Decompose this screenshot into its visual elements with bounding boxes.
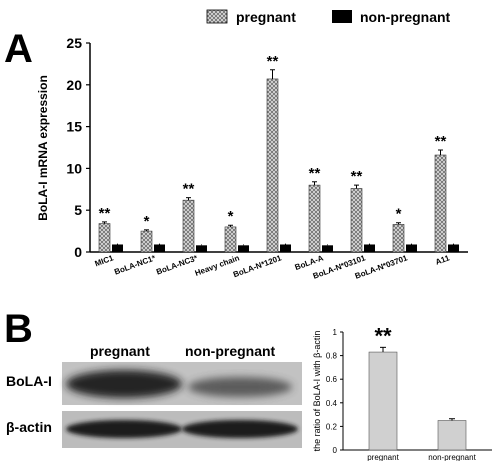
- panel-a-ytick-label: 15: [66, 119, 82, 135]
- bar-pregnant: [392, 224, 405, 253]
- bar-ratio: [437, 420, 467, 451]
- significance-marker: **: [183, 181, 195, 198]
- bar-pregnant: [98, 223, 111, 253]
- significance-marker: *: [396, 206, 402, 223]
- panel-a-ytick-group: 0 5 10 15 20 25: [66, 35, 90, 260]
- significance-marker: **: [374, 323, 392, 348]
- panel-a-xtick-label: A11: [434, 253, 451, 267]
- panel-a-xtick-label: MIC1: [94, 253, 116, 268]
- blot-band-bola-i-pregnant: [66, 370, 182, 398]
- significance-marker: **: [435, 133, 447, 150]
- panel-a-ytick-label: 5: [74, 202, 82, 218]
- blot-col-label-pregnant: pregnant: [90, 343, 150, 359]
- panel-b-ytick-label: 0.6: [326, 375, 338, 384]
- panel-a-legend: pregnant non-pregnant: [206, 9, 451, 25]
- panel-b-xtick-label: non-pregnant: [428, 453, 476, 461]
- bar-non-pregnant: [154, 244, 165, 252]
- bar-pregnant: [308, 184, 321, 253]
- panel-a-axes: [89, 43, 468, 253]
- bar-non-pregnant: [112, 244, 123, 252]
- significance-marker: *: [228, 208, 234, 225]
- panel-b-label: B: [4, 307, 33, 351]
- blot-row-label-bola-i: BoLA-I: [6, 373, 52, 389]
- bar-ratio: [368, 351, 398, 451]
- bar-non-pregnant: [364, 244, 375, 252]
- panel-b-xtick-group: pregnant non-pregnant: [367, 453, 476, 461]
- blot-band-bola-i-non-pregnant: [188, 377, 292, 397]
- significance-marker: **: [309, 165, 321, 182]
- panel-b-ytick-label: 0: [333, 446, 338, 455]
- bar-pregnant: [266, 78, 279, 253]
- panel-b-ylabel: the ratio of BoLA-I with β-actin: [312, 331, 322, 452]
- bar-non-pregnant: [280, 244, 291, 252]
- panel-b-ytick-label: 0.2: [326, 422, 338, 431]
- blot-col-label-non-pregnant: non-pregnant: [185, 343, 276, 359]
- bar-pregnant: [350, 188, 363, 253]
- panel-b-ytick-group: 0 0.2 0.4 0.6 0.8 1: [326, 328, 343, 455]
- significance-marker: *: [144, 213, 150, 230]
- panel-b-axes: [342, 332, 492, 451]
- bar-non-pregnant: [238, 245, 249, 252]
- western-blot: pregnant non-pregnant BoLA-I β-actin: [6, 343, 302, 448]
- blot-band-beta-actin-pregnant: [66, 420, 182, 438]
- bar-non-pregnant: [322, 245, 333, 252]
- panel-b-xtick-label: pregnant: [367, 453, 399, 461]
- legend-label-non-pregnant: non-pregnant: [360, 9, 451, 25]
- blot-band-beta-actin-non-pregnant: [182, 420, 298, 438]
- panel-a-xtick-label: BoLA-N*1201: [232, 253, 283, 279]
- panel-a-xtick-label: BoLA-NC1*: [113, 253, 157, 277]
- bar-non-pregnant: [448, 244, 459, 252]
- panel-b-ytick-label: 1: [333, 328, 338, 337]
- panel-a-ylabel: BoLA-I mRNA expression: [36, 75, 50, 221]
- panel-a-bar-group: ** ******** *****: [98, 53, 459, 253]
- legend-swatch-pregnant: [206, 9, 228, 24]
- panel-a-ytick-label: 20: [66, 77, 82, 93]
- panel-a-xtick-label: BoLA-NC3*: [155, 253, 199, 277]
- panel-b-bar-group: **: [368, 323, 467, 451]
- panel-b-ytick-label: 0.8: [326, 352, 338, 361]
- panel-a-label: A: [4, 27, 33, 71]
- bar-pregnant: [434, 154, 447, 253]
- bar-pregnant: [224, 226, 237, 253]
- legend-swatch-non-pregnant: [332, 10, 352, 23]
- bar-pregnant: [182, 199, 195, 253]
- significance-marker: **: [267, 53, 279, 70]
- bar-pregnant: [140, 230, 153, 253]
- panel-a-ytick-label: 25: [66, 35, 82, 51]
- panel-a-ytick-label: 10: [66, 160, 82, 176]
- bar-non-pregnant: [406, 244, 417, 252]
- significance-marker: **: [99, 205, 111, 222]
- panel-a-ytick-label: 0: [74, 244, 82, 260]
- blot-row-label-beta-actin: β-actin: [6, 419, 52, 435]
- legend-label-pregnant: pregnant: [236, 9, 296, 25]
- bar-non-pregnant: [196, 245, 207, 252]
- significance-marker: **: [351, 168, 363, 185]
- panel-b-ytick-label: 0.4: [326, 399, 338, 408]
